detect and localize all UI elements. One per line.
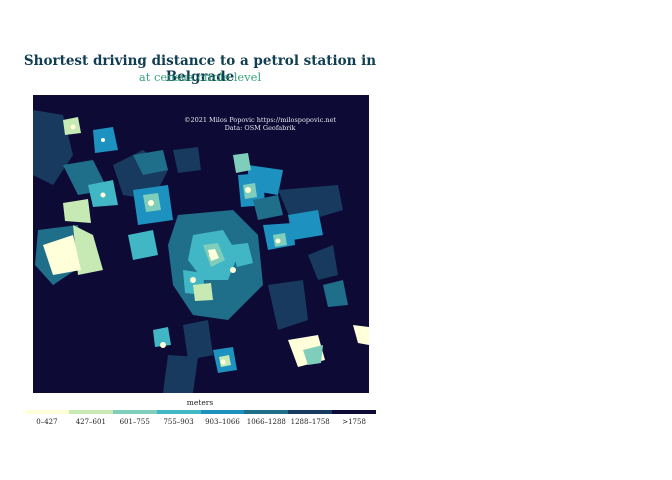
district-polygon	[245, 187, 251, 193]
district-polygon	[101, 138, 105, 142]
legend-swatch	[288, 410, 333, 414]
district-polygon	[193, 283, 213, 301]
legend-swatch	[68, 410, 113, 414]
district-polygon	[190, 277, 196, 283]
district-polygon	[303, 345, 323, 365]
district-polygon	[275, 238, 281, 244]
legend-title: meters	[186, 398, 214, 407]
legend-swatch	[244, 410, 289, 414]
district-polygon	[353, 325, 369, 345]
district-polygon	[233, 153, 251, 173]
legend-label: 1288–1758	[290, 418, 330, 426]
belgrade-choropleth-map	[33, 95, 369, 393]
district-polygon	[63, 199, 91, 223]
district-polygon	[70, 124, 76, 130]
district-polygon	[183, 320, 213, 360]
district-polygon	[148, 200, 154, 206]
legend-swatch	[200, 410, 245, 414]
district-polygon	[128, 230, 158, 260]
legend-label: 601–755	[119, 418, 150, 426]
legend-label: 903–1066	[205, 418, 240, 426]
legend-swatch	[112, 410, 157, 414]
legend-swatch	[25, 410, 69, 414]
district-polygon	[230, 267, 236, 273]
district-polygon	[153, 327, 171, 347]
legend-label: 0–427	[36, 418, 58, 426]
legend-label: 427–601	[75, 418, 106, 426]
district-polygon	[100, 192, 106, 198]
legend-label: >1758	[342, 418, 366, 426]
district-polygon	[173, 147, 201, 173]
legend-swatch	[332, 410, 376, 414]
legend-label: 1066–1288	[246, 418, 286, 426]
district-polygon	[160, 342, 166, 348]
credit-line-1: ©2021 Milos Popovic https://milospopovic…	[183, 116, 337, 124]
district-polygon	[93, 127, 118, 153]
district-polygon	[288, 210, 323, 240]
chart-subtitle: at census circle level	[138, 70, 262, 84]
district-polygon	[33, 110, 73, 185]
legend-labels: 0–427 427–601 601–755 755–903 903–1066 1066–1…	[25, 418, 376, 426]
district-polygon	[209, 251, 217, 259]
district-polygon	[163, 355, 198, 393]
legend-color-bar	[25, 410, 376, 414]
chart-title: Shortest driving distance to a petrol st…	[23, 53, 377, 85]
credit-line-2: Data: OSM Geofabrik	[224, 124, 296, 132]
district-polygon	[253, 195, 283, 220]
district-polygon	[308, 245, 338, 280]
district-polygon	[268, 280, 308, 330]
district-polygon	[133, 150, 168, 175]
district-polygon	[73, 225, 103, 275]
district-polygon	[43, 235, 81, 275]
legend-swatch	[156, 410, 201, 414]
district-polygon	[323, 280, 348, 307]
legend-label: 755–903	[163, 418, 194, 426]
district-polygon	[231, 243, 253, 267]
district-polygon	[220, 359, 226, 365]
